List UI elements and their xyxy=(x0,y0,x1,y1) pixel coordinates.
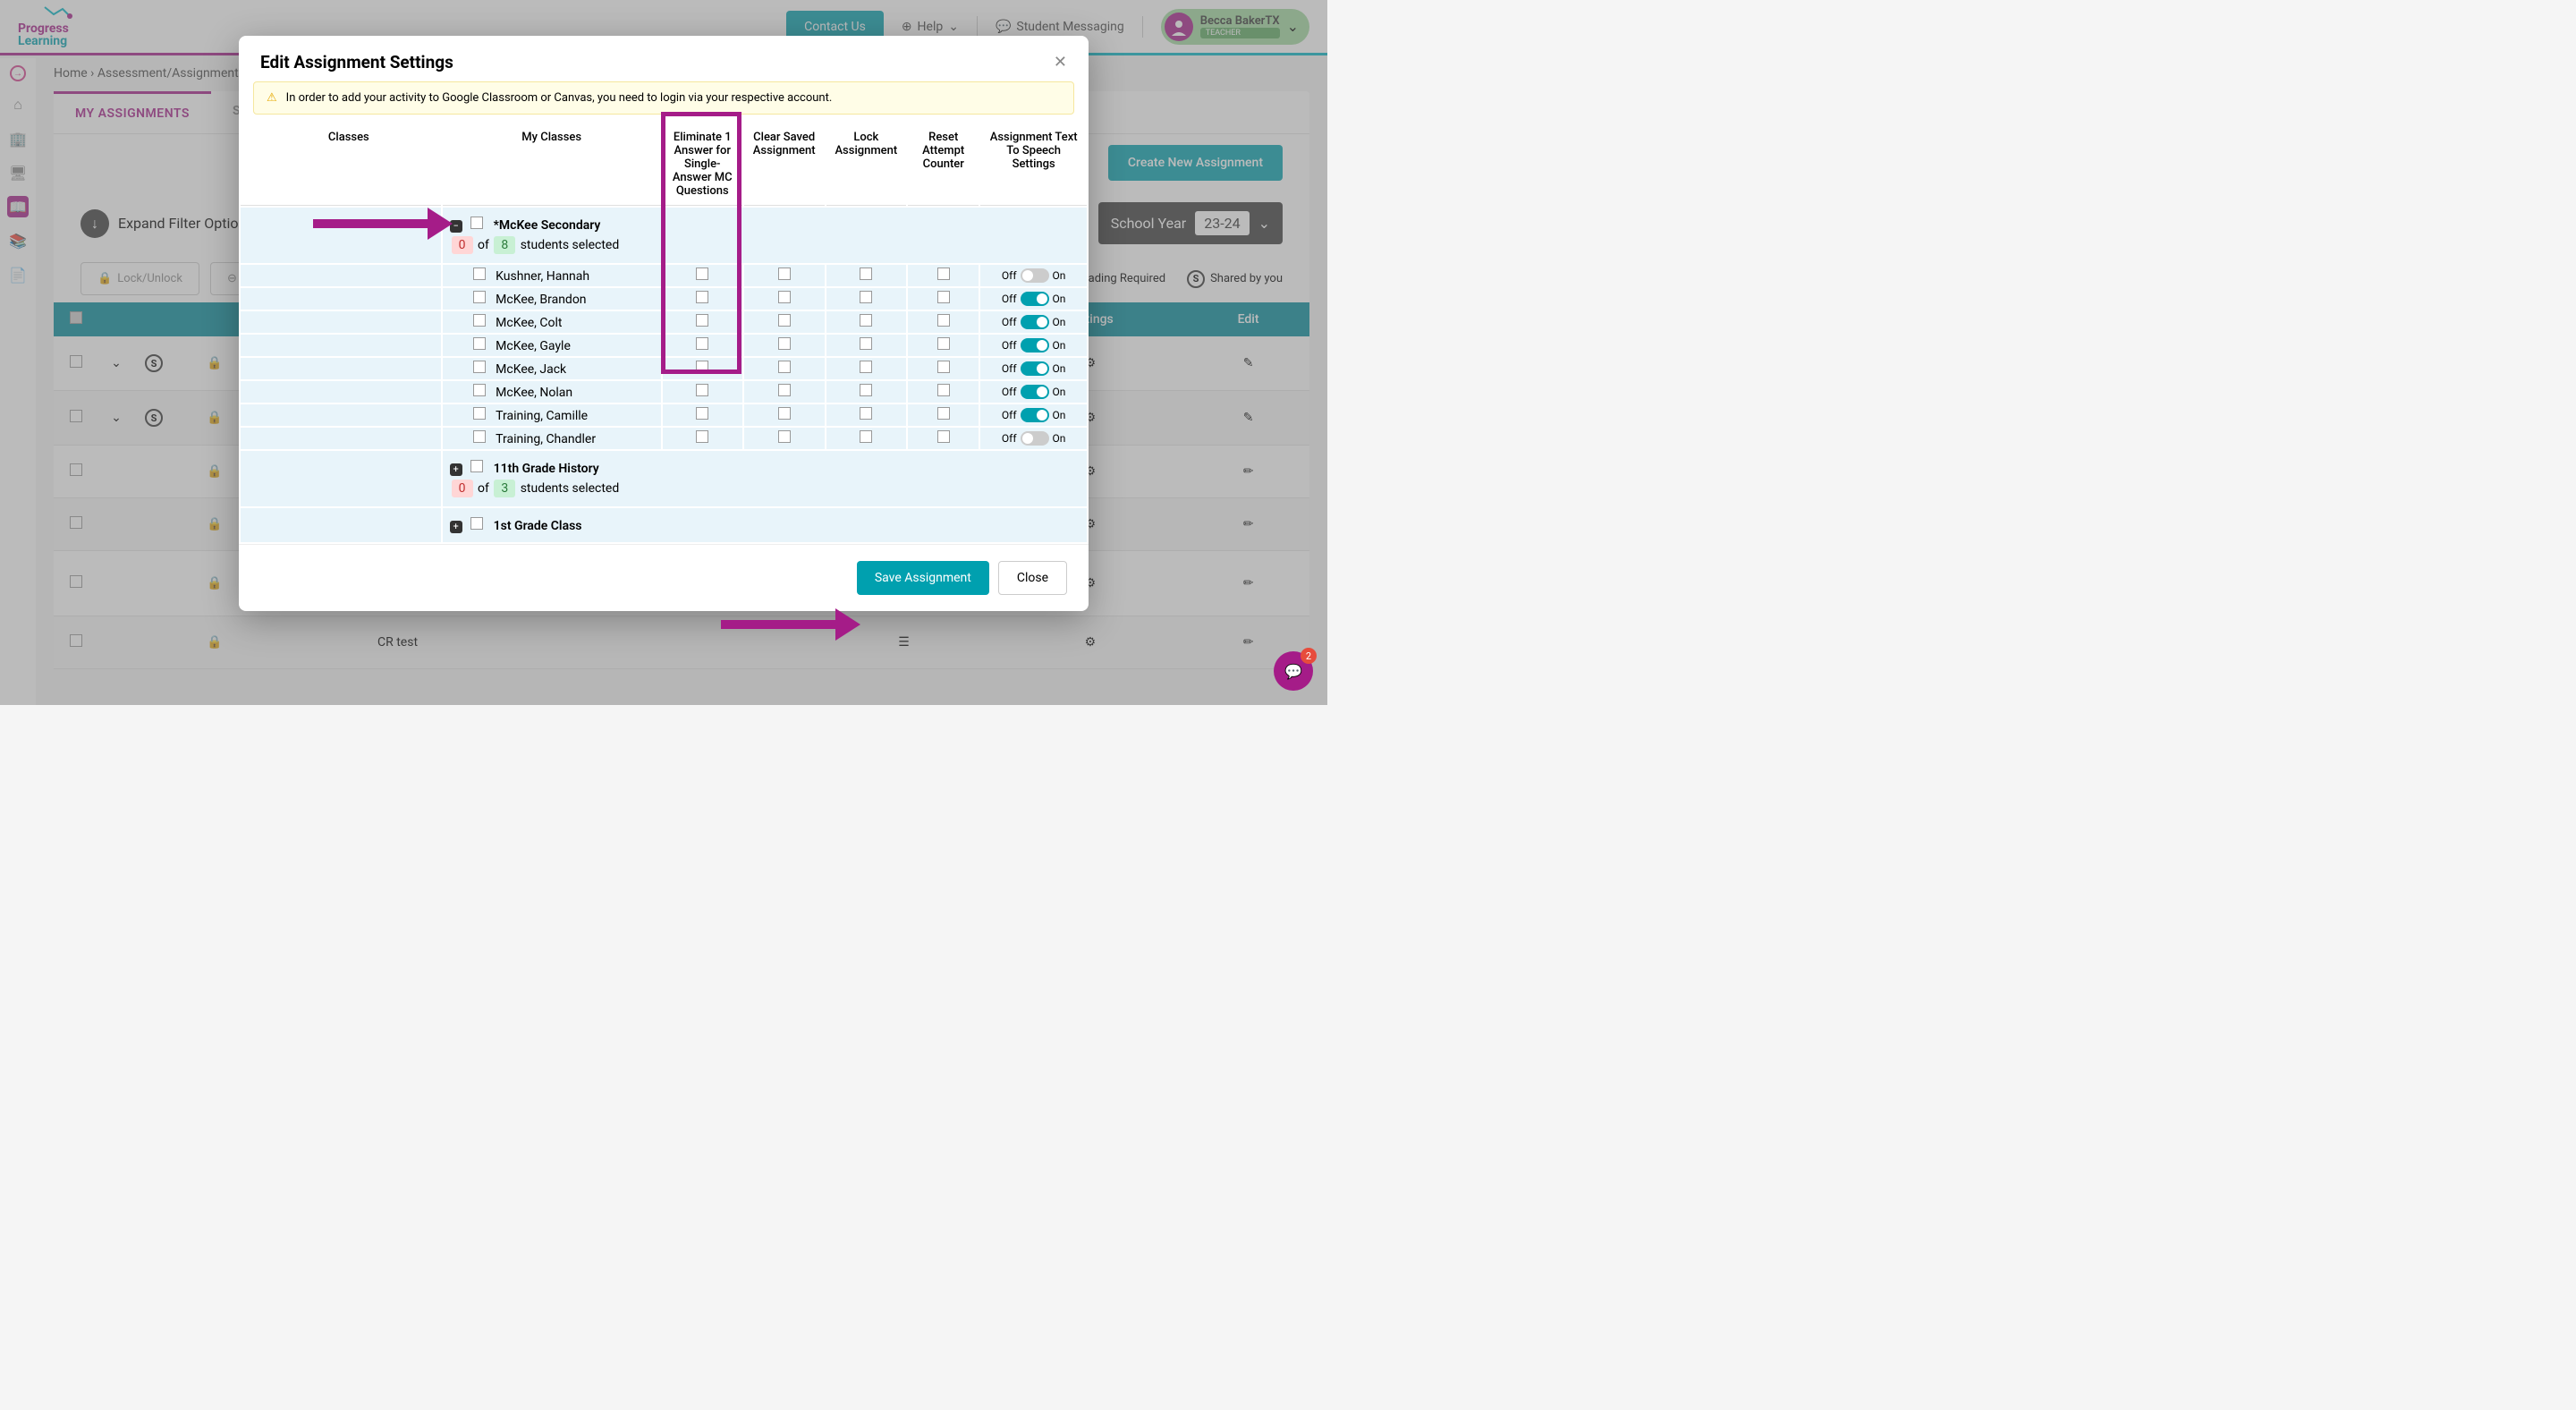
modal-title: Edit Assignment Settings xyxy=(260,52,453,72)
clear-checkbox[interactable] xyxy=(778,361,791,373)
tts-toggle[interactable] xyxy=(1021,292,1049,306)
lock-checkbox[interactable] xyxy=(860,268,872,280)
lock-checkbox[interactable] xyxy=(860,291,872,303)
modal-backdrop: Edit Assignment Settings ✕ ⚠ In order to… xyxy=(0,0,1327,705)
warning-icon: ⚠ xyxy=(267,91,277,105)
clear-checkbox[interactable] xyxy=(778,407,791,420)
student-row: McKee, Jack OffOn xyxy=(241,358,1087,379)
expand-class-toggle[interactable]: + xyxy=(450,521,462,533)
class-row: + 11th Grade History 0 of 3 students sel… xyxy=(241,451,1087,506)
eliminate-checkbox[interactable] xyxy=(696,268,708,280)
clear-checkbox[interactable] xyxy=(778,291,791,303)
lock-checkbox[interactable] xyxy=(860,314,872,327)
class-checkbox[interactable] xyxy=(470,517,483,530)
info-banner: ⚠ In order to add your activity to Googl… xyxy=(253,81,1074,115)
reset-checkbox[interactable] xyxy=(937,337,950,350)
student-checkbox[interactable] xyxy=(473,384,486,396)
student-checkbox[interactable] xyxy=(473,268,486,280)
clear-checkbox[interactable] xyxy=(778,337,791,350)
clear-checkbox[interactable] xyxy=(778,430,791,443)
student-checkbox[interactable] xyxy=(473,361,486,373)
student-checkbox[interactable] xyxy=(473,407,486,420)
student-row: Training, Camille OffOn xyxy=(241,404,1087,426)
student-checkbox[interactable] xyxy=(473,314,486,327)
eliminate-checkbox[interactable] xyxy=(696,361,708,373)
tts-toggle[interactable] xyxy=(1021,361,1049,376)
reset-checkbox[interactable] xyxy=(937,268,950,280)
tts-toggle[interactable] xyxy=(1021,408,1049,422)
tts-toggle[interactable] xyxy=(1021,268,1049,283)
reset-checkbox[interactable] xyxy=(937,430,950,443)
eliminate-checkbox[interactable] xyxy=(696,337,708,350)
lock-checkbox[interactable] xyxy=(860,337,872,350)
chat-icon: 💬 xyxy=(1284,663,1302,680)
student-row: McKee, Gayle OffOn xyxy=(241,335,1087,356)
reset-checkbox[interactable] xyxy=(937,291,950,303)
class-checkbox[interactable] xyxy=(470,217,483,229)
reset-checkbox[interactable] xyxy=(937,314,950,327)
eliminate-checkbox[interactable] xyxy=(696,407,708,420)
class-row: − *McKee Secondary 0 of 8 students selec… xyxy=(241,208,1087,263)
lock-checkbox[interactable] xyxy=(860,384,872,396)
eliminate-checkbox[interactable] xyxy=(696,384,708,396)
student-checkbox[interactable] xyxy=(473,337,486,350)
edit-settings-modal: Edit Assignment Settings ✕ ⚠ In order to… xyxy=(239,36,1089,611)
save-assignment-button[interactable]: Save Assignment xyxy=(857,561,989,595)
reset-checkbox[interactable] xyxy=(937,407,950,420)
expand-class-toggle[interactable]: − xyxy=(450,220,462,233)
eliminate-checkbox[interactable] xyxy=(696,430,708,443)
student-checkbox[interactable] xyxy=(473,291,486,303)
tts-toggle[interactable] xyxy=(1021,315,1049,329)
clear-checkbox[interactable] xyxy=(778,314,791,327)
close-icon[interactable]: ✕ xyxy=(1054,53,1067,72)
tts-toggle[interactable] xyxy=(1021,431,1049,446)
lock-checkbox[interactable] xyxy=(860,430,872,443)
lock-checkbox[interactable] xyxy=(860,361,872,373)
settings-table: Classes My Classes Eliminate 1 Answer fo… xyxy=(239,122,1089,544)
student-row: Kushner, Hannah OffOn xyxy=(241,265,1087,286)
student-row: McKee, Nolan OffOn xyxy=(241,381,1087,403)
reset-checkbox[interactable] xyxy=(937,361,950,373)
student-row: Training, Chandler OffOn xyxy=(241,428,1087,449)
student-checkbox[interactable] xyxy=(473,430,486,443)
student-row: McKee, Colt OffOn xyxy=(241,311,1087,333)
class-row: + 1st Grade Class xyxy=(241,508,1087,542)
lock-checkbox[interactable] xyxy=(860,407,872,420)
close-button[interactable]: Close xyxy=(998,561,1067,595)
tts-toggle[interactable] xyxy=(1021,385,1049,399)
tts-toggle[interactable] xyxy=(1021,338,1049,352)
clear-checkbox[interactable] xyxy=(778,268,791,280)
chat-count-badge: 2 xyxy=(1301,648,1317,664)
expand-class-toggle[interactable]: + xyxy=(450,463,462,476)
chat-widget[interactable]: 💬 2 xyxy=(1274,651,1313,691)
student-row: McKee, Brandon OffOn xyxy=(241,288,1087,310)
clear-checkbox[interactable] xyxy=(778,384,791,396)
class-checkbox[interactable] xyxy=(470,460,483,472)
eliminate-checkbox[interactable] xyxy=(696,314,708,327)
eliminate-checkbox[interactable] xyxy=(696,291,708,303)
reset-checkbox[interactable] xyxy=(937,384,950,396)
